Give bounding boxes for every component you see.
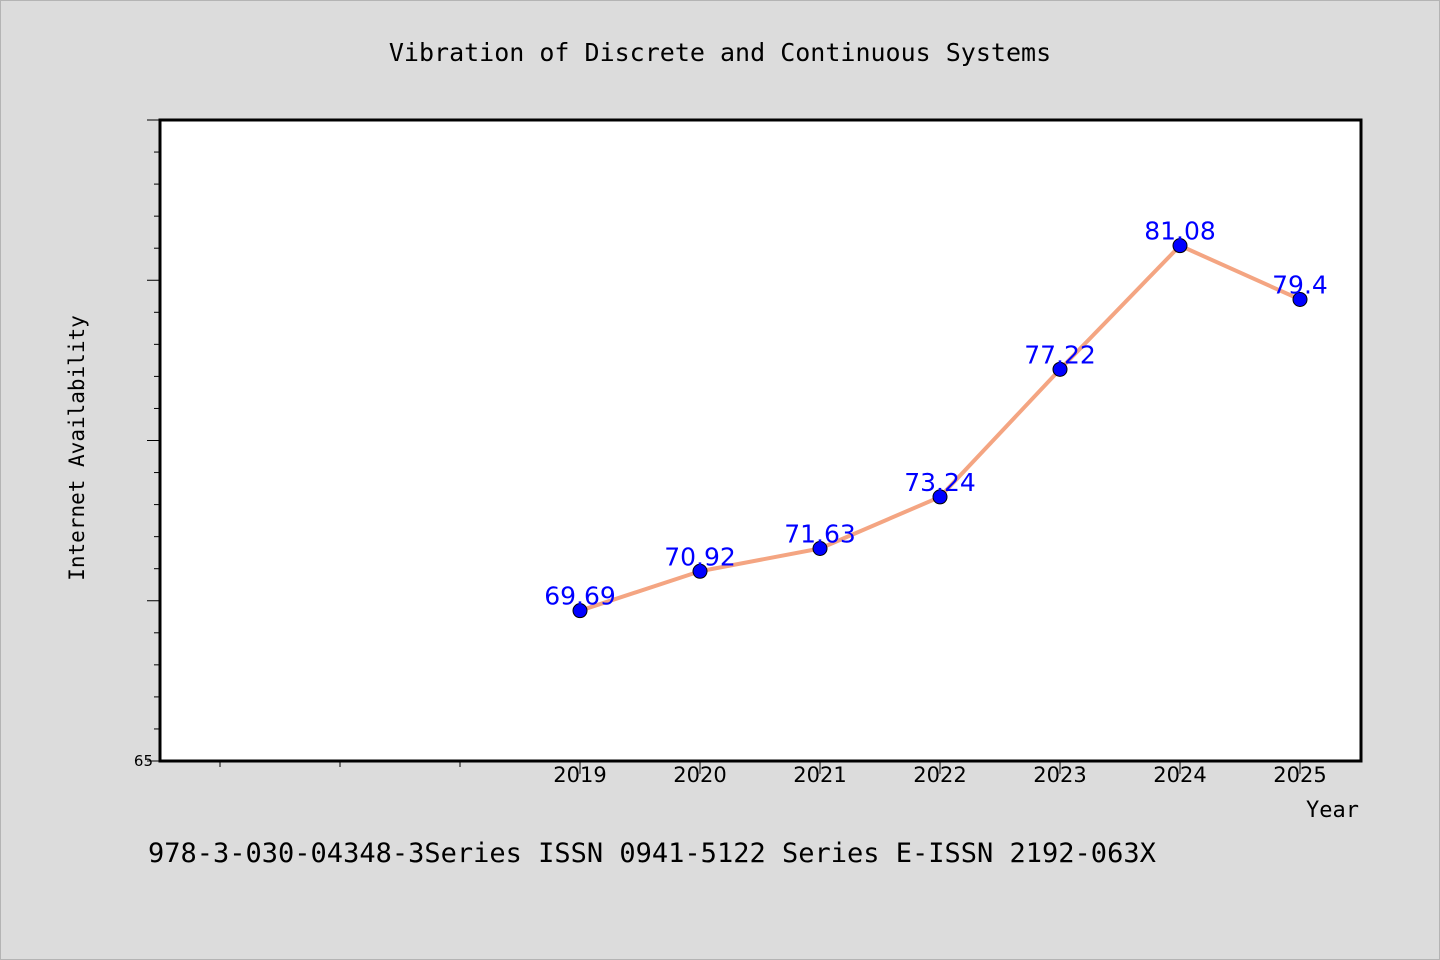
data-point-marker bbox=[1172, 238, 1188, 254]
data-point-marker bbox=[692, 563, 708, 579]
x-tick-label: 2025 bbox=[1273, 763, 1326, 787]
x-axis-label: Year bbox=[1306, 798, 1359, 823]
x-axis-tick-labels: 2019 2020 2021 2022 2023 2024 2025 bbox=[553, 763, 1326, 787]
y-tick-label-65: 65 bbox=[134, 752, 153, 770]
x-tick-label: 2022 bbox=[913, 763, 966, 787]
data-point-marker bbox=[1292, 291, 1308, 307]
x-tick-label: 2020 bbox=[673, 763, 726, 787]
data-point-marker bbox=[932, 489, 948, 505]
data-label: 71.63 bbox=[784, 520, 856, 549]
data-point-marker bbox=[812, 541, 828, 557]
chart-title: Vibration of Discrete and Continuous Sys… bbox=[389, 38, 1051, 67]
data-label: 73.24 bbox=[904, 468, 976, 497]
plot-area bbox=[158, 118, 1363, 763]
x-tick-label: 2024 bbox=[1153, 763, 1206, 787]
x-tick-label: 2023 bbox=[1033, 763, 1086, 787]
data-label: 70.92 bbox=[664, 542, 736, 571]
x-axis-ticks bbox=[219, 761, 1301, 774]
data-label: 77.22 bbox=[1024, 340, 1096, 369]
data-point-marker bbox=[1052, 361, 1068, 377]
series-data-labels: 69.69 70.92 71.63 73.24 77.22 81.08 79.4 bbox=[544, 217, 1328, 611]
footer-text: 978-3-030-04348-3Series ISSN 0941-5122 S… bbox=[148, 838, 1156, 869]
x-tick-label: 2021 bbox=[793, 763, 846, 787]
data-label: 69.69 bbox=[544, 582, 616, 611]
data-label: 81.08 bbox=[1144, 217, 1216, 246]
series-markers bbox=[572, 238, 1308, 619]
data-point-marker bbox=[572, 603, 588, 619]
y-axis-label: Internet Availability bbox=[65, 315, 89, 581]
data-label: 79.4 bbox=[1272, 270, 1328, 299]
y-axis-ticks bbox=[147, 119, 160, 762]
x-tick-label: 2019 bbox=[553, 763, 606, 787]
